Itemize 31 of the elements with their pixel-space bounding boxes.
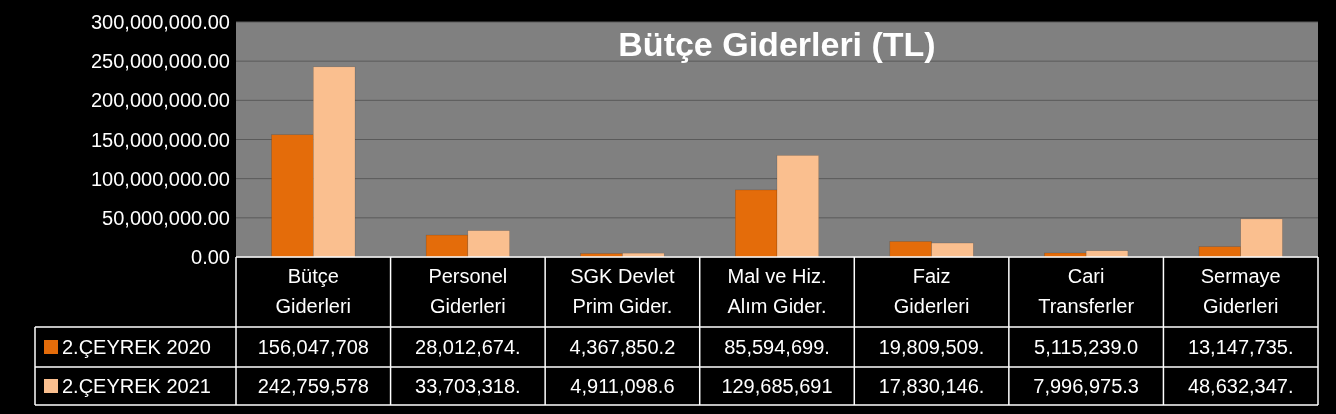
y-tick-label: 200,000,000.00 (90, 89, 230, 112)
y-tick-label: 100,000,000.00 (90, 167, 230, 190)
y-tick-label: 50,000,000.00 (102, 206, 230, 229)
y-tick-label: 0.00 (191, 246, 230, 268)
data-label: 156,047,708 (257, 336, 369, 358)
data-label: 4,367,850.2 (569, 336, 676, 358)
data-label: 85,594,699. (724, 336, 830, 358)
data-label: 7,996,975.3 (1033, 375, 1139, 397)
x-tick-label: Personel Giderleri (428, 265, 508, 317)
x-tick-label: Bütçe Giderleri (275, 265, 352, 317)
chart-title: Bütçe Giderleri (TL) (618, 25, 936, 63)
data-label: 13,147,735. (1187, 336, 1294, 358)
data-label: 48,632,347. (1187, 375, 1294, 397)
y-tick-label: 300,000,000.00 (90, 11, 230, 33)
data-label: 242,759,578 (257, 375, 369, 397)
x-tick-label: Sermaye Giderleri (1200, 265, 1281, 317)
data-label: 129,685,691 (721, 375, 833, 397)
data-label: 4,911,098.6 (570, 375, 675, 397)
x-tick-label: Cari Transferler (1038, 265, 1135, 317)
data-label: 19,809,509. (878, 336, 985, 358)
legend-label: 2.ÇEYREK 2020 (62, 336, 211, 358)
x-tick-label: SGK Devlet Prim Gider. (570, 265, 676, 317)
data-label: 17,830,146. (878, 375, 985, 397)
data-label: 33,703,318. (415, 375, 521, 397)
x-tick-label: Mal ve Hiz. Alım Gider. (727, 265, 827, 317)
data-label: 5,115,239.0 (1034, 336, 1139, 358)
data-label: 28,012,674. (415, 336, 521, 358)
y-tick-label: 250,000,000.00 (90, 50, 230, 73)
x-tick-label: Faiz Giderleri (893, 265, 970, 317)
legend-label: 2.ÇEYREK 2021 (62, 375, 211, 397)
y-tick-label: 150,000,000.00 (90, 128, 230, 151)
